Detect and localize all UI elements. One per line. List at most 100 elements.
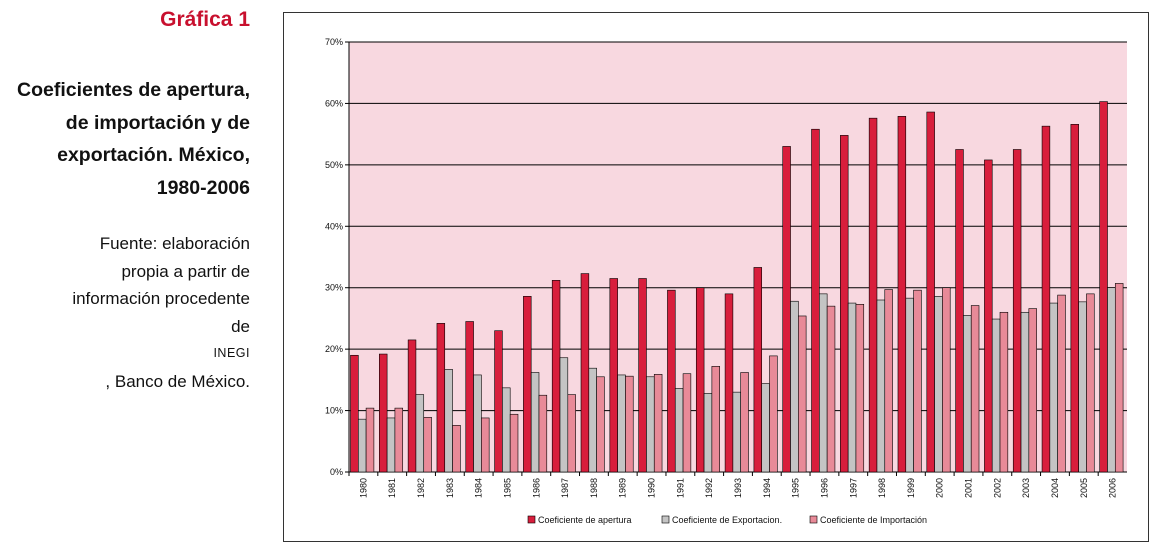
bar bbox=[897, 116, 907, 473]
figure-title-line: Coeficientes de apertura, bbox=[17, 79, 250, 101]
figure-title: Coeficientes de apertura, de importación… bbox=[17, 74, 250, 204]
bar bbox=[695, 287, 705, 473]
x-tick-label: 1995 bbox=[791, 478, 801, 498]
x-tick-label: 1985 bbox=[502, 478, 512, 498]
bar bbox=[509, 413, 519, 473]
bar bbox=[452, 425, 461, 473]
bar bbox=[1078, 301, 1087, 473]
x-tick-label: 1981 bbox=[387, 478, 397, 498]
bar bbox=[617, 374, 626, 473]
figure-title-line: 1980-2006 bbox=[156, 176, 250, 199]
x-tick-label: 1997 bbox=[848, 478, 858, 498]
bar bbox=[1099, 101, 1108, 473]
bar bbox=[1070, 124, 1079, 473]
bar bbox=[942, 287, 951, 473]
bar bbox=[984, 159, 993, 473]
bar bbox=[436, 323, 446, 473]
bar bbox=[847, 302, 857, 473]
bar bbox=[724, 293, 734, 473]
bar bbox=[386, 417, 396, 473]
x-tick-label: 1994 bbox=[762, 478, 772, 498]
bar bbox=[646, 376, 655, 473]
bar bbox=[580, 273, 590, 473]
bar bbox=[782, 146, 791, 473]
legend-label: Coeficiente de Importación bbox=[820, 515, 927, 525]
y-tick-label: 40% bbox=[325, 221, 343, 231]
source-org: INEGI bbox=[213, 346, 250, 360]
figure-label: Gráfica 1 bbox=[160, 8, 250, 31]
bar bbox=[473, 374, 482, 473]
bar bbox=[970, 305, 980, 473]
bar bbox=[1049, 302, 1058, 473]
bar bbox=[1041, 125, 1051, 473]
x-tick-label: 2006 bbox=[1108, 478, 1118, 498]
bar bbox=[819, 293, 828, 473]
bar-chart: 0% 10% 20% 30% 40% 50% 60% 70% 1980 1981 1982 1983 1… bbox=[325, 37, 1127, 525]
bar bbox=[358, 418, 367, 473]
bar bbox=[502, 387, 511, 473]
bar bbox=[1028, 308, 1037, 473]
x-tick-label: 1991 bbox=[675, 478, 685, 498]
legend-swatch bbox=[809, 515, 818, 524]
x-tick-label: 2004 bbox=[1050, 478, 1060, 498]
x-tick-label: 1983 bbox=[445, 478, 455, 498]
bar bbox=[761, 383, 770, 473]
bar bbox=[1086, 293, 1095, 473]
bar bbox=[596, 376, 605, 473]
bar bbox=[559, 357, 569, 473]
bar bbox=[826, 305, 836, 473]
bar bbox=[753, 267, 763, 473]
bar bbox=[884, 289, 893, 473]
legend-label: Coeficiente de apertura bbox=[538, 515, 632, 525]
y-tick-label: 70% bbox=[325, 37, 343, 47]
x-tick-label: 2003 bbox=[1021, 478, 1031, 498]
bar bbox=[407, 339, 417, 473]
bar bbox=[494, 330, 503, 473]
legend-label: Coeficiente de Exportacion. bbox=[672, 515, 782, 525]
x-tick-label: 1996 bbox=[819, 478, 829, 498]
x-tick-label: 1986 bbox=[531, 478, 541, 498]
bar bbox=[609, 278, 618, 473]
bar bbox=[769, 355, 778, 473]
figure-caption-panel: Gráfica 1 Coeficientes de apertura, de i… bbox=[0, 0, 252, 553]
x-tick-label: 1984 bbox=[474, 478, 484, 498]
source-prefix: de bbox=[231, 316, 250, 336]
bar bbox=[855, 303, 865, 473]
bar bbox=[682, 373, 692, 473]
figure-source: Fuente: elaboración propia a partir de i… bbox=[72, 230, 250, 395]
bar bbox=[798, 315, 807, 473]
bar bbox=[963, 315, 972, 473]
x-tick-label: 2001 bbox=[964, 478, 974, 498]
bar bbox=[530, 372, 540, 473]
x-tick-label: 1980 bbox=[358, 478, 368, 498]
y-tick-label: 60% bbox=[325, 98, 343, 108]
bar bbox=[444, 369, 453, 473]
chart-frame: 0% 10% 20% 30% 40% 50% 60% 70% 1980 1981 1982 1983 1… bbox=[283, 12, 1149, 542]
bar bbox=[1114, 283, 1124, 473]
bar bbox=[365, 407, 375, 473]
bar bbox=[955, 149, 964, 473]
bar bbox=[538, 394, 548, 473]
x-tick-label: 1982 bbox=[416, 478, 426, 498]
x-tick-label: 1993 bbox=[733, 478, 743, 498]
bar bbox=[926, 111, 935, 473]
bar bbox=[638, 278, 647, 473]
y-tick-label: 20% bbox=[325, 344, 343, 354]
bar bbox=[588, 367, 597, 473]
source-suffix: , Banco de México. bbox=[105, 371, 250, 391]
bar bbox=[653, 374, 663, 473]
bar bbox=[991, 318, 1001, 473]
bar bbox=[674, 388, 684, 473]
bar bbox=[840, 135, 849, 473]
bar bbox=[740, 372, 749, 473]
x-tick-label: 1989 bbox=[618, 478, 628, 498]
bar bbox=[423, 417, 432, 473]
x-tick-label: 1999 bbox=[906, 478, 916, 498]
source-line-last: de INEGI , Banco de México. bbox=[72, 313, 250, 396]
bar bbox=[790, 300, 799, 473]
bar bbox=[1057, 294, 1066, 473]
x-tick-label: 2002 bbox=[992, 478, 1002, 498]
bar bbox=[999, 311, 1009, 473]
source-line: información procedente bbox=[72, 289, 250, 308]
legend-swatch bbox=[527, 515, 536, 524]
